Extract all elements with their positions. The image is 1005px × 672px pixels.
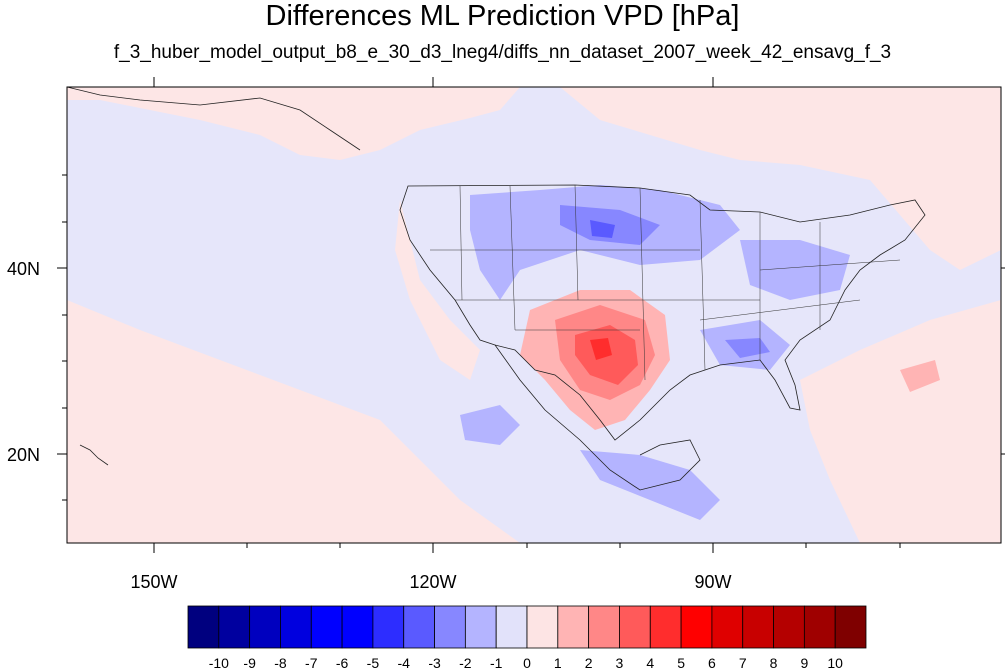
colorbar-swatch	[834, 605, 867, 649]
negative-core-southeast	[725, 338, 770, 358]
colorbar-swatch	[773, 605, 805, 649]
colorbar-label: 9	[800, 655, 808, 671]
colorbar-label: 6	[708, 655, 716, 671]
map-subtitle: f_3_huber_model_output_b8_e_30_d3_lneg4/…	[113, 42, 892, 63]
lat-label-40n: 40N	[7, 259, 40, 279]
negative-region-ohio-valley	[740, 240, 850, 300]
map-title: Differences ML Prediction VPD [hPa]	[265, 0, 740, 32]
colorbar-swatch	[341, 605, 374, 649]
mexico-coast	[494, 344, 701, 491]
positive-region-northeast	[560, 87, 1001, 270]
colorbar-label: -8	[274, 655, 287, 671]
colorbar-swatch	[619, 605, 651, 649]
colorbar-swatch	[680, 605, 713, 649]
us-outline	[399, 184, 926, 441]
positive-region-north	[67, 87, 520, 160]
colorbar-label: -1	[490, 655, 503, 671]
colorbar-label: 5	[677, 655, 685, 671]
positive-region-atlantic	[800, 300, 1001, 543]
positive-region-pacific	[67, 300, 520, 543]
colorbar: -10 -9 -8 -7 -6 -5 -4 -3 -2 -1 0 1 2 3 4 5 6 7 8 9 10	[187, 605, 867, 671]
colorbar-swatch	[742, 605, 774, 649]
colorbar-label: -7	[305, 655, 318, 671]
colorbar-label: -6	[336, 655, 349, 671]
colorbar-swatch	[557, 605, 590, 649]
colorbar-label: -3	[428, 655, 441, 671]
hawaii-islands	[79, 444, 109, 466]
colorbar-label: -2	[459, 655, 472, 671]
colorbar-label: -9	[243, 655, 256, 671]
colorbar-swatch	[187, 605, 220, 649]
colorbar-label: -5	[367, 655, 380, 671]
minor-ticks	[62, 174, 901, 548]
lat-label-20n: 20N	[7, 445, 40, 465]
lon-label-120w: 120W	[409, 572, 456, 592]
colorbar-label: 3	[616, 655, 624, 671]
colorbar-swatch	[526, 605, 559, 649]
positive-region-westcoast	[395, 200, 480, 380]
negative-core-dakotas	[590, 220, 615, 238]
lon-label-90w: 90W	[694, 572, 731, 592]
colorbar-swatch	[280, 605, 312, 649]
colorbar-label: 7	[739, 655, 747, 671]
colorbar-swatch	[403, 605, 435, 649]
colorbar-label: -4	[398, 655, 411, 671]
colorbar-label: -10	[209, 655, 229, 671]
negative-region-north-central	[470, 185, 740, 300]
colorbar-label: 2	[585, 655, 593, 671]
colorbar-swatch	[803, 605, 836, 649]
colorbar-label: 8	[770, 655, 778, 671]
colorbar-label: 10	[827, 655, 843, 671]
colorbar-swatch	[434, 605, 466, 649]
state-borders	[430, 184, 901, 381]
alaska-bc-coast	[67, 87, 361, 151]
colorbar-swatch	[218, 605, 251, 649]
colorbar-swatch	[249, 605, 281, 649]
colorbar-swatch	[464, 605, 497, 649]
colorbar-label: 0	[523, 655, 531, 671]
colorbar-label: 1	[554, 655, 562, 671]
colorbar-swatch	[588, 605, 620, 649]
vpd-field	[67, 87, 1001, 543]
colorbar-swatch	[372, 605, 405, 649]
colorbar-swatch	[495, 605, 528, 649]
major-ticks	[57, 77, 1005, 553]
colorbar-swatch	[310, 605, 343, 649]
negative-region-central-america	[580, 450, 720, 520]
negative-region-baja	[460, 405, 520, 445]
colorbar-swatch	[711, 605, 744, 649]
lon-label-150w: 150W	[130, 572, 177, 592]
positive-region-atlantic-patch	[900, 360, 940, 392]
colorbar-swatch	[649, 605, 682, 649]
colorbar-label: 4	[646, 655, 654, 671]
positive-hotspot-core	[590, 338, 612, 360]
